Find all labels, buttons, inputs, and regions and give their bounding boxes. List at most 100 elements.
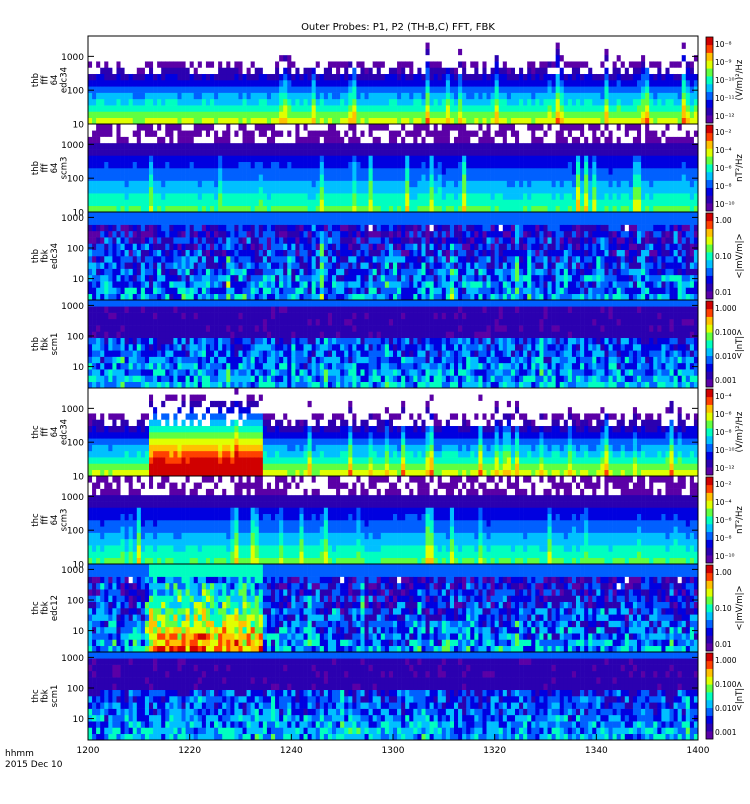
heat-cell [210, 193, 214, 200]
heat-cell [186, 281, 190, 288]
heat-cell [182, 294, 186, 301]
heat-cell [645, 49, 649, 56]
heat-cell [234, 262, 238, 269]
heat-cell [340, 137, 344, 144]
heat-cell [511, 93, 515, 100]
heat-cell [665, 86, 669, 93]
heat-cell [454, 174, 458, 181]
heat-cell [259, 162, 263, 169]
heat-cell [637, 105, 641, 112]
heat-cell [470, 206, 474, 213]
heat-cell [190, 206, 194, 213]
heat-cell [116, 86, 120, 93]
heat-cell [304, 124, 308, 131]
heat-cell [340, 199, 344, 206]
heat-cell [230, 61, 234, 68]
heat-cell [572, 111, 576, 118]
heat-cell [283, 149, 287, 156]
heat-cell [149, 80, 153, 87]
heat-cell [226, 181, 230, 188]
heat-cell [88, 143, 92, 150]
heat-cell [564, 99, 568, 106]
heat-cell [609, 49, 613, 56]
heat-cell [291, 99, 295, 106]
heat-cell [478, 99, 482, 106]
heat-cell [564, 143, 568, 150]
heat-cell [617, 149, 621, 156]
heat-cell [104, 294, 108, 301]
heat-cell [226, 174, 230, 181]
heat-cell [230, 111, 234, 118]
heat-cell [141, 49, 145, 56]
heat-cell [511, 137, 515, 144]
heat-cell [271, 199, 275, 206]
heat-cell [470, 193, 474, 200]
heat-cell [157, 130, 161, 137]
heat-cell [271, 99, 275, 106]
heat-cell [186, 61, 190, 68]
heat-cell [649, 86, 653, 93]
heat-cell [133, 130, 137, 137]
heat-cell [613, 49, 617, 56]
heat-cell [535, 99, 539, 106]
heat-cell [413, 67, 417, 74]
heat-cell [194, 149, 198, 156]
heat-cell [271, 130, 275, 137]
heat-cell [299, 105, 303, 112]
heat-cell [165, 143, 169, 150]
heat-cell [96, 243, 100, 250]
heat-cell [116, 80, 120, 87]
heat-cell [243, 231, 247, 238]
heat-cell [360, 61, 364, 68]
heat-cell [454, 149, 458, 156]
heat-cell [287, 243, 291, 250]
heat-cell [507, 137, 511, 144]
heat-cell [584, 74, 588, 81]
heat-cell [519, 168, 523, 175]
heat-cell [316, 162, 320, 169]
heat-cell [267, 275, 271, 282]
heat-cell [287, 49, 291, 56]
heat-cell [173, 162, 177, 169]
heat-cell [401, 187, 405, 194]
heat-cell [356, 80, 360, 87]
heat-cell [104, 206, 108, 213]
heat-cell [670, 42, 674, 49]
heat-cell [198, 143, 202, 150]
heat-cell [275, 143, 279, 150]
heat-cell [356, 187, 360, 194]
heat-cell [238, 137, 242, 144]
heat-cell [482, 206, 486, 213]
heat-cell [568, 118, 572, 125]
heat-cell [161, 212, 165, 219]
heat-cell [426, 93, 430, 100]
heat-cell [177, 218, 181, 225]
heat-cell [291, 181, 295, 188]
heat-cell [137, 93, 141, 100]
heat-cell [393, 80, 397, 87]
heat-cell [251, 243, 255, 250]
heat-cell [206, 275, 210, 282]
heat-cell [454, 193, 458, 200]
heat-cell [462, 124, 466, 131]
heat-cell [137, 149, 141, 156]
heat-cell [267, 111, 271, 118]
heat-cell [287, 269, 291, 276]
heat-cell [649, 49, 653, 56]
heat-cell [169, 231, 173, 238]
heat-cell [133, 118, 137, 125]
heat-cell [373, 181, 377, 188]
heat-cell [141, 206, 145, 213]
heat-cell [678, 93, 682, 100]
heat-cell [153, 250, 157, 257]
heat-cell [543, 80, 547, 87]
heat-cell [609, 137, 613, 144]
heat-cell [116, 250, 120, 257]
heat-cell [430, 206, 434, 213]
heat-cell [487, 67, 491, 74]
heat-cell [173, 294, 177, 301]
heat-cell [568, 99, 572, 106]
heat-cell [287, 155, 291, 162]
heat-cell [214, 281, 218, 288]
heat-cell [600, 162, 604, 169]
